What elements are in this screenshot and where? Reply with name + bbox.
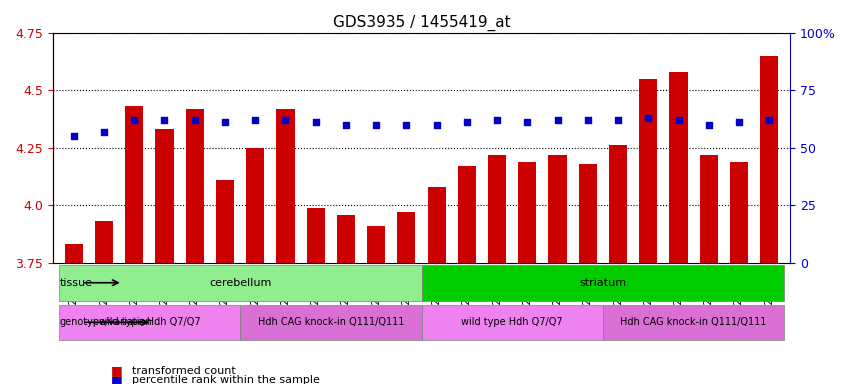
Bar: [95, 222, 113, 263]
Point: [97, 129, 111, 135]
Bar: [240, 305, 421, 340]
Point: [521, 119, 534, 126]
Text: wild type Hdh Q7/Q7: wild type Hdh Q7/Q7: [99, 317, 200, 327]
Point: [581, 117, 595, 123]
Text: transformed count: transformed count: [132, 366, 236, 376]
Bar: [65, 245, 83, 263]
Point: [702, 122, 716, 128]
Bar: [397, 212, 415, 263]
Point: [218, 119, 231, 126]
Bar: [156, 129, 174, 263]
Text: wild type Hdh Q7/Q7: wild type Hdh Q7/Q7: [461, 317, 563, 327]
Bar: [609, 146, 627, 263]
Bar: [421, 265, 785, 301]
Bar: [277, 109, 294, 263]
Bar: [760, 56, 779, 263]
Text: ■: ■: [111, 374, 123, 384]
Bar: [579, 164, 597, 263]
Point: [339, 122, 352, 128]
Bar: [421, 305, 603, 340]
Point: [732, 119, 745, 126]
Bar: [518, 162, 536, 263]
Point: [369, 122, 383, 128]
Bar: [216, 180, 234, 263]
Text: cerebellum: cerebellum: [208, 278, 271, 288]
Bar: [306, 208, 325, 263]
Bar: [125, 106, 143, 263]
Point: [309, 119, 323, 126]
Bar: [337, 215, 355, 263]
Bar: [700, 155, 718, 263]
Point: [128, 117, 141, 123]
Bar: [186, 109, 203, 263]
Bar: [603, 305, 785, 340]
Text: Hdh CAG knock-in Q111/Q111: Hdh CAG knock-in Q111/Q111: [258, 317, 404, 327]
Point: [551, 117, 564, 123]
Bar: [549, 155, 567, 263]
Point: [490, 117, 504, 123]
Point: [278, 117, 292, 123]
Bar: [488, 155, 506, 263]
Bar: [427, 187, 446, 263]
Point: [248, 117, 262, 123]
Bar: [59, 265, 421, 301]
Point: [157, 117, 171, 123]
Bar: [670, 72, 688, 263]
Point: [671, 117, 685, 123]
Point: [188, 117, 202, 123]
Bar: [367, 226, 386, 263]
Point: [430, 122, 443, 128]
Point: [642, 115, 655, 121]
Bar: [458, 166, 476, 263]
Point: [611, 117, 625, 123]
Bar: [246, 148, 265, 263]
Text: ■: ■: [111, 364, 123, 377]
Point: [762, 117, 776, 123]
Text: striatum: striatum: [580, 278, 626, 288]
Text: percentile rank within the sample: percentile rank within the sample: [132, 375, 320, 384]
Bar: [59, 305, 240, 340]
Text: tissue: tissue: [60, 278, 93, 288]
Point: [460, 119, 474, 126]
Title: GDS3935 / 1455419_at: GDS3935 / 1455419_at: [333, 15, 511, 31]
Bar: [639, 79, 657, 263]
Text: genotype/variation: genotype/variation: [60, 317, 152, 327]
Bar: [730, 162, 748, 263]
Text: Hdh CAG knock-in Q111/Q111: Hdh CAG knock-in Q111/Q111: [620, 317, 767, 327]
Point: [400, 122, 414, 128]
Point: [67, 133, 81, 139]
